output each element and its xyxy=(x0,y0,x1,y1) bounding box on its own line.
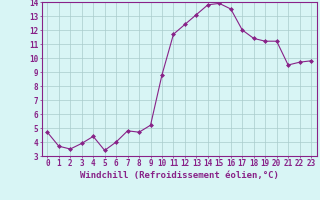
X-axis label: Windchill (Refroidissement éolien,°C): Windchill (Refroidissement éolien,°C) xyxy=(80,171,279,180)
